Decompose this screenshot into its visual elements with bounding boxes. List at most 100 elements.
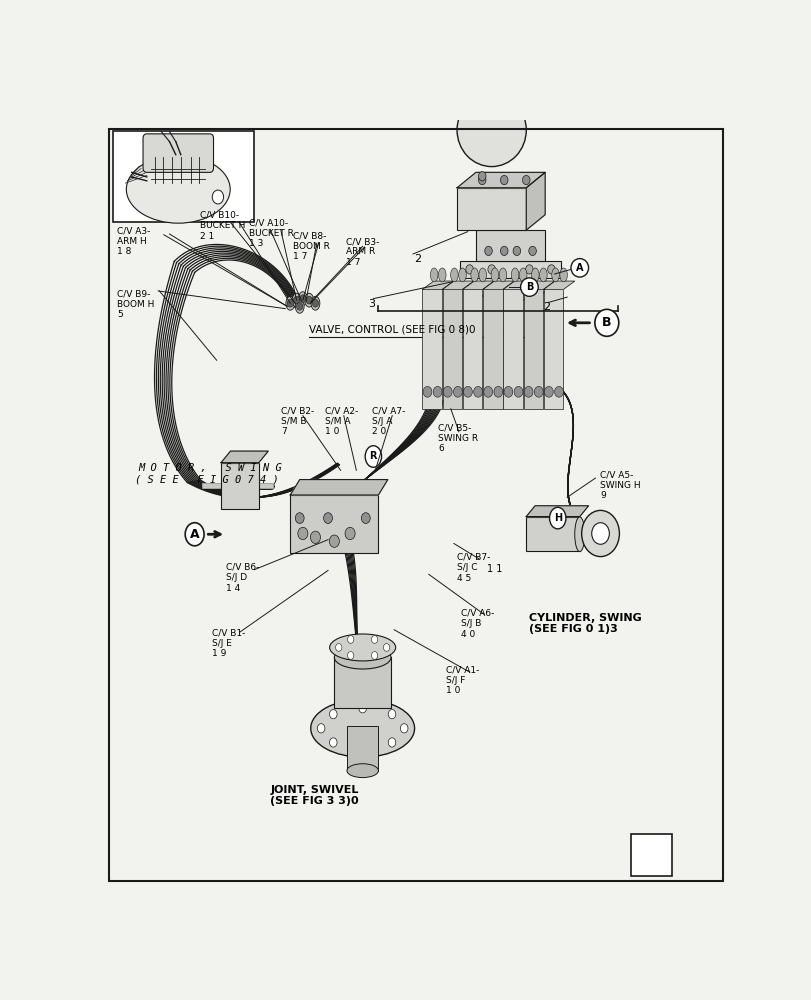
Circle shape <box>287 299 293 307</box>
Circle shape <box>317 724 324 733</box>
Ellipse shape <box>574 517 584 552</box>
Circle shape <box>544 386 552 397</box>
Ellipse shape <box>478 268 486 282</box>
Bar <box>346 726 378 771</box>
Polygon shape <box>442 281 473 289</box>
Ellipse shape <box>311 699 414 757</box>
Circle shape <box>388 710 395 719</box>
Polygon shape <box>543 281 574 289</box>
Ellipse shape <box>551 268 559 282</box>
Text: M O T O R ,   S W I N G: M O T O R , S W I N G <box>138 463 281 473</box>
Circle shape <box>466 265 473 274</box>
Polygon shape <box>221 451 268 463</box>
Circle shape <box>312 299 318 307</box>
Bar <box>290 495 378 553</box>
Circle shape <box>500 175 508 185</box>
Circle shape <box>371 636 377 643</box>
Text: C/V A2-
S/M A
1 0: C/V A2- S/M A 1 0 <box>324 406 358 436</box>
Ellipse shape <box>304 293 313 307</box>
Ellipse shape <box>519 268 526 282</box>
Circle shape <box>504 105 513 116</box>
Circle shape <box>478 175 486 185</box>
Polygon shape <box>503 281 534 289</box>
Text: B: B <box>601 316 611 329</box>
Circle shape <box>296 302 303 310</box>
Text: C/V A10-
BUCKET R
1 3: C/V A10- BUCKET R 1 3 <box>249 219 294 248</box>
Circle shape <box>299 295 306 302</box>
Bar <box>113 131 254 222</box>
Polygon shape <box>523 281 554 289</box>
Circle shape <box>483 386 492 397</box>
Circle shape <box>358 704 366 713</box>
Circle shape <box>525 265 533 274</box>
Ellipse shape <box>531 268 539 282</box>
Text: C/V B10-
BUCKET H
2 1: C/V B10- BUCKET H 2 1 <box>200 211 246 241</box>
Circle shape <box>453 386 461 397</box>
Text: JOINT, SWIVEL
(SEE FIG 3 3)0: JOINT, SWIVEL (SEE FIG 3 3)0 <box>270 785 358 806</box>
Ellipse shape <box>329 634 395 661</box>
Ellipse shape <box>334 646 391 669</box>
Bar <box>460 261 560 278</box>
Text: 2: 2 <box>413 254 420 264</box>
Text: C/V B3-
ARM R
1 7: C/V B3- ARM R 1 7 <box>345 237 379 267</box>
Text: C/V B7-
S/J C
4 5: C/V B7- S/J C 4 5 <box>457 553 490 583</box>
Bar <box>462 289 482 409</box>
Circle shape <box>358 744 366 753</box>
Bar <box>543 289 563 409</box>
Circle shape <box>423 386 431 397</box>
Ellipse shape <box>450 268 457 282</box>
Circle shape <box>324 513 332 523</box>
Circle shape <box>521 175 530 185</box>
Text: ( S E E   F I G 0 7 4 ): ( S E E F I G 0 7 4 ) <box>135 475 279 485</box>
Polygon shape <box>483 281 513 289</box>
Text: A: A <box>575 263 583 273</box>
Circle shape <box>591 523 608 544</box>
Circle shape <box>306 296 312 304</box>
Circle shape <box>329 710 337 719</box>
Ellipse shape <box>472 270 547 301</box>
Text: VALVE, CONTROL (SEE FIG 0 8)0: VALVE, CONTROL (SEE FIG 0 8)0 <box>309 324 475 334</box>
Text: C/V B1-
S/J E
1 9: C/V B1- S/J E 1 9 <box>212 628 245 658</box>
Circle shape <box>335 644 341 651</box>
Bar <box>457 188 526 230</box>
Circle shape <box>388 738 395 747</box>
Ellipse shape <box>491 268 498 282</box>
Ellipse shape <box>430 268 437 282</box>
Circle shape <box>547 265 555 274</box>
Text: C/V A5-
SWING H
9: C/V A5- SWING H 9 <box>599 470 640 500</box>
Circle shape <box>478 172 486 181</box>
Circle shape <box>371 652 377 659</box>
Polygon shape <box>526 506 588 517</box>
Polygon shape <box>526 172 544 230</box>
Ellipse shape <box>559 268 567 282</box>
Circle shape <box>400 724 407 733</box>
Circle shape <box>347 652 354 659</box>
Bar <box>442 289 461 409</box>
Bar <box>523 289 543 409</box>
Circle shape <box>484 246 491 256</box>
Polygon shape <box>462 281 493 289</box>
Text: C/V A6-
S/J B
4 0: C/V A6- S/J B 4 0 <box>461 609 494 639</box>
Circle shape <box>470 105 478 116</box>
Text: C/V A1-
S/J F
1 0: C/V A1- S/J F 1 0 <box>446 665 479 695</box>
Ellipse shape <box>292 293 301 307</box>
Circle shape <box>329 738 337 747</box>
Ellipse shape <box>311 296 320 310</box>
Bar <box>475 230 544 261</box>
Text: 2: 2 <box>543 302 550 312</box>
Bar <box>526 517 579 551</box>
Text: C/V B8-
BOOM R
1 7: C/V B8- BOOM R 1 7 <box>293 232 330 261</box>
Circle shape <box>463 386 472 397</box>
Circle shape <box>534 386 543 397</box>
Ellipse shape <box>458 268 466 282</box>
Text: B: B <box>525 282 533 292</box>
Text: H: H <box>553 513 561 523</box>
Ellipse shape <box>298 292 307 306</box>
Circle shape <box>492 105 501 116</box>
Bar <box>631 834 672 876</box>
Bar <box>422 289 441 409</box>
Circle shape <box>481 105 490 116</box>
Ellipse shape <box>285 296 294 310</box>
Text: C/V B6-
S/J D
1 4: C/V B6- S/J D 1 4 <box>225 563 260 593</box>
Circle shape <box>513 386 522 397</box>
